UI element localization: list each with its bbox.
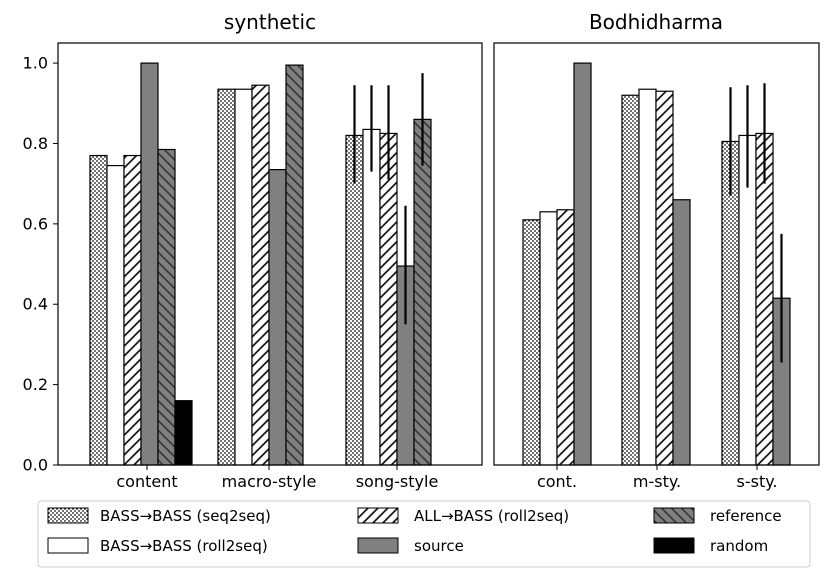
bar-r2s: [106, 164, 125, 466]
legend-item-r2s: BASS→BASS (roll2seq): [47, 537, 268, 555]
y-tick-label: 0.4: [23, 295, 48, 314]
bar-r2s: [539, 211, 558, 466]
legend-label: random: [710, 537, 768, 555]
x-tick-label: m-sty.: [633, 472, 681, 491]
y-tick-label: 0.2: [23, 375, 48, 394]
y-tick-label: 1.0: [23, 54, 48, 73]
bar-s2s: [345, 134, 364, 466]
x-tick-label: content: [116, 472, 177, 491]
bar-s2s: [621, 94, 640, 466]
legend-swatch: [47, 537, 89, 554]
synthetic-panel: synthetic 0.0 0.2 0.4 0.6 0.8 1.0 content macr…: [23, 10, 483, 491]
bar-all: [123, 154, 142, 466]
plot-frame: [57, 42, 483, 466]
legend: BASS→BASS (seq2seq) BASS→BASS (roll2seq)…: [37, 500, 811, 568]
bar-r2s: [362, 128, 381, 466]
legend-swatch: [47, 507, 89, 524]
legend-swatch: [357, 537, 399, 554]
legend-swatch: [357, 507, 399, 524]
x-tick-label: macro-style: [222, 472, 317, 491]
legend-label: BASS→BASS (roll2seq): [100, 537, 268, 555]
y-tick-label: 0.6: [23, 214, 48, 233]
legend-item-all: ALL→BASS (roll2seq): [357, 507, 569, 525]
legend-item-ref: reference: [653, 507, 782, 525]
legend-swatch: [653, 507, 695, 524]
legend-label: reference: [710, 507, 782, 525]
y-tick-label: 0.0: [23, 456, 48, 475]
legend-item-rnd: random: [653, 537, 768, 555]
bar-r2s: [234, 88, 253, 466]
y-tick-label: 0.8: [23, 134, 48, 153]
bar-ref: [157, 148, 176, 466]
bar-src: [672, 199, 691, 466]
bar-all: [379, 132, 398, 466]
chart-title: synthetic: [224, 10, 316, 34]
bodhidharma-panel: Bodhidharma cont. m-sty. s-sty.: [493, 10, 820, 491]
bar-all: [655, 90, 674, 466]
bar-all: [556, 209, 575, 466]
legend-label: source: [414, 537, 464, 555]
bar-r2s: [638, 88, 657, 466]
legend-swatch: [653, 537, 695, 554]
chart-title: Bodhidharma: [589, 10, 723, 34]
plot-frame: [493, 42, 820, 466]
bar-rnd: [174, 400, 193, 466]
legend-frame: [37, 500, 811, 568]
bar-ref: [285, 64, 304, 466]
x-tick-label: song-style: [356, 472, 439, 491]
legend-item-src: source: [357, 537, 464, 555]
bar-ref: [413, 118, 432, 466]
bar-src: [268, 169, 287, 466]
bar-s2s: [522, 219, 541, 466]
x-tick-label: cont.: [537, 472, 577, 491]
legend-label: BASS→BASS (seq2seq): [100, 507, 271, 525]
bar-src: [140, 62, 159, 466]
bar-all: [251, 84, 270, 466]
x-tick-label: s-sty.: [737, 472, 778, 491]
legend-item-s2s: BASS→BASS (seq2seq): [47, 507, 271, 525]
legend-label: ALL→BASS (roll2seq): [414, 507, 569, 525]
bar-s2s: [89, 154, 108, 466]
bar-src: [573, 62, 592, 466]
bar-s2s: [217, 88, 236, 466]
